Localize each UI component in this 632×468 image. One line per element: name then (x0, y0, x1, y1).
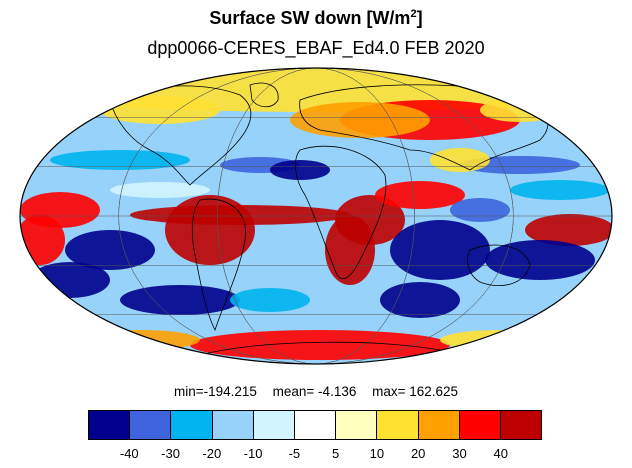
colorbar-swatch (500, 411, 542, 439)
colorbar-swatch (294, 411, 337, 439)
title-text: Surface SW down [W/m (209, 8, 411, 28)
stat-max: max= 162.625 (372, 384, 459, 399)
field-patch (480, 98, 560, 122)
colorbar-tick-label: -20 (202, 446, 222, 461)
plot-subtitle: dpp0066-CERES_EBAF_Ed4.0 FEB 2020 (147, 38, 485, 58)
colorbar-tick-labels: -40 -30 -20 -10 -5 5 10 20 30 40 (88, 446, 542, 464)
colorbar (88, 410, 542, 440)
field-patch (80, 330, 200, 350)
colorbar-tick-label: 20 (410, 446, 426, 461)
field-patch (525, 214, 612, 246)
coastline (249, 82, 279, 108)
colorbar-swatch (336, 411, 378, 439)
field-patch (30, 262, 110, 298)
map-border (19, 67, 613, 365)
plot-title: Surface SW down [W/m2] (0, 8, 632, 29)
field-patch (20, 68, 612, 112)
colorbar-swatch (418, 411, 460, 439)
field-patch (430, 148, 490, 172)
colorbar-swatch (253, 411, 295, 439)
coastline (467, 244, 531, 286)
field-patch (165, 195, 255, 265)
field-patch (375, 181, 465, 209)
colorbar-tick-label: 30 (452, 446, 467, 461)
field-patch (230, 288, 310, 312)
field-patch (440, 330, 560, 350)
field-patch (190, 330, 450, 360)
colorbar-swatch (377, 411, 419, 439)
field-patch (390, 220, 490, 280)
field-patch (120, 285, 240, 315)
field-patch (65, 230, 155, 270)
title-bracket: ] (416, 8, 423, 28)
colorbar-tick-label: -5 (288, 446, 301, 461)
meridian-line (217, 68, 415, 364)
field-patch (510, 180, 610, 200)
field-patch (50, 150, 190, 170)
meridian-line (118, 68, 514, 364)
graticule (20, 68, 612, 364)
stats-line: min=-194.215 mean= -4.136 max= 162.625 (0, 384, 632, 399)
field-patch (270, 160, 330, 180)
field-patch (460, 156, 580, 174)
colorbar-tick-label: -30 (161, 446, 180, 461)
field-blobs (20, 68, 612, 360)
colorbar-tick-label: 5 (332, 446, 340, 461)
coastline (109, 85, 252, 186)
field-patch (20, 215, 65, 265)
colorbar-tick-label: 40 (493, 446, 508, 461)
coastline (295, 145, 387, 280)
title-superscript: 2 (410, 8, 417, 20)
colorbar-swatch (459, 411, 501, 439)
coastline (191, 198, 247, 332)
field-patch (110, 182, 210, 198)
field-patch (325, 215, 375, 285)
field-patch (450, 198, 510, 222)
colorbar-tick-label: 10 (369, 446, 385, 461)
stat-mean: mean= -4.136 (272, 384, 357, 399)
coastline (299, 84, 549, 171)
colorbar-swatch (212, 411, 254, 439)
colorbar-swatch (130, 411, 172, 439)
colorbar-swatch (89, 411, 131, 439)
field-patch (380, 282, 460, 318)
field-patch (290, 102, 430, 138)
colorbar-tick-label: -10 (243, 446, 263, 461)
field-patch (100, 96, 220, 124)
colorbar-swatch (171, 411, 213, 439)
stat-min: min=-194.215 (173, 384, 257, 399)
colorbar-tick-label: -40 (119, 446, 139, 461)
field-patch (485, 240, 595, 280)
